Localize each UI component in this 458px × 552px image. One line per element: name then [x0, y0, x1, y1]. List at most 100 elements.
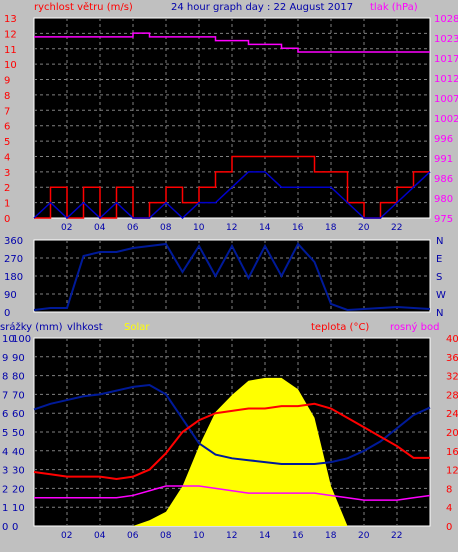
rain-tick-label: 4: [2, 447, 8, 458]
temperature-tick-label: 16: [446, 447, 458, 458]
direction-tick-label: 90: [4, 290, 17, 301]
pressure-line: [34, 32, 430, 53]
x-tick-label: 16: [292, 223, 304, 233]
rain-tick-label: 0: [2, 522, 8, 533]
x-tick-label: 08: [160, 223, 172, 233]
x-tick-label: 22: [391, 223, 402, 233]
rain-tick-label: 6: [2, 409, 8, 420]
rain-tick-label: 8: [2, 372, 8, 383]
temperature-tick-label: 36: [446, 353, 458, 364]
direction-tick-label: 270: [4, 254, 23, 265]
pressure-tick-label: 975: [434, 214, 453, 225]
direction-line: [33, 242, 431, 312]
humidity-tick-label: 80: [12, 372, 25, 383]
x-tick-label: 20: [358, 223, 370, 233]
legend-dew-point: rosný bod: [390, 321, 439, 333]
pressure-tick-label: 991: [434, 154, 453, 165]
direction-tick-label: 180: [4, 272, 23, 283]
rain-tick-label: 9: [2, 353, 8, 364]
wind-speed-tick-label: 3: [4, 168, 10, 179]
legend-humidity: vlhkost: [67, 322, 103, 333]
x-tick-label: 04: [94, 531, 106, 541]
x-tick-label: 18: [325, 223, 337, 233]
pressure-tick-label: 980: [434, 194, 453, 205]
x-tick-label: 10: [193, 223, 205, 233]
pressure-tick-label: 996: [434, 134, 453, 145]
humidity-tick-label: 0: [12, 522, 18, 533]
direction-tick-label: 360: [4, 236, 23, 247]
gust-line: [33, 171, 431, 220]
humidity-tick-label: 20: [12, 484, 25, 495]
compass-tick-label: E: [436, 254, 442, 265]
x-tick-label: 02: [61, 531, 72, 541]
x-tick-label: 20: [358, 531, 370, 541]
x-tick-label: 04: [94, 223, 106, 233]
pressure-axis-label: tlak (hPa): [370, 2, 418, 13]
wind-speed-tick-label: 7: [4, 106, 10, 117]
humidity-tick-label: 60: [12, 409, 25, 420]
humidity-tick-label: 40: [12, 447, 25, 458]
humidity-tick-label: 90: [12, 353, 25, 364]
x-tick-label: 22: [391, 531, 402, 541]
x-tick-label: 16: [292, 531, 304, 541]
rain-tick-label: 5: [2, 428, 8, 439]
wind-speed-tick-label: 12: [4, 29, 17, 40]
rain-tick-label: 10: [2, 334, 15, 345]
legend-temperature: teplota (°C): [311, 322, 369, 333]
x-tick-label: 14: [259, 223, 271, 233]
x-tick-label: 06: [127, 223, 139, 233]
pressure-tick-label: 1002: [434, 114, 458, 125]
temperature-tick-label: 20: [446, 428, 458, 439]
wind-speed-tick-label: 5: [4, 137, 10, 148]
x-tick-label: 12: [226, 531, 237, 541]
compass-tick-label: N: [436, 308, 443, 319]
x-tick-label: 12: [226, 223, 237, 233]
wind-speed-axis-label: rychlost větru (m/s): [34, 1, 133, 13]
rain-tick-label: 3: [2, 466, 8, 477]
legend-solar: Solar: [124, 322, 150, 333]
x-tick-label: 14: [259, 531, 271, 541]
x-tick-label: 18: [325, 531, 337, 541]
wind-speed-tick-label: 13: [4, 14, 17, 25]
x-tick-label: 10: [193, 531, 205, 541]
legend-rain: srážky (mm): [0, 321, 63, 333]
wind-speed-tick-label: 10: [4, 60, 17, 71]
temperature-tick-label: 40: [446, 334, 458, 345]
pressure-tick-label: 986: [434, 174, 453, 185]
wind-speed-tick-label: 9: [4, 76, 10, 87]
x-tick-label: 02: [61, 223, 72, 233]
chart-title: 24 hour graph day : 22 August 2017: [171, 2, 353, 13]
compass-tick-label: N: [436, 236, 443, 247]
direction-tick-label: 0: [4, 308, 10, 319]
humidity-line: [33, 383, 431, 465]
pressure-tick-label: 1023: [434, 34, 458, 45]
temperature-tick-label: 8: [446, 484, 452, 495]
compass-tick-label: S: [436, 272, 442, 283]
temperature-tick-label: 24: [446, 409, 458, 420]
x-tick-label: 06: [127, 531, 139, 541]
wind-speed-tick-label: 11: [4, 45, 17, 56]
temperature-tick-label: 28: [446, 390, 458, 401]
wind-speed-tick-label: 2: [4, 183, 10, 194]
solar-area: [34, 377, 430, 526]
humidity-tick-label: 50: [12, 428, 25, 439]
wind-speed-tick-label: 4: [4, 152, 10, 163]
wind-speed-tick-label: 8: [4, 91, 10, 102]
wind-speed-tick-label: 6: [4, 122, 10, 133]
compass-tick-label: W: [436, 290, 446, 301]
temperature-tick-label: 32: [446, 372, 458, 383]
pressure-tick-label: 1028: [434, 14, 458, 25]
temperature-tick-label: 0: [446, 522, 452, 533]
humidity-tick-label: 10: [12, 503, 25, 514]
pressure-tick-label: 1017: [434, 54, 458, 65]
x-tick-label: 08: [160, 531, 172, 541]
wind-pressure-panel: 0123456789101112139759809869919961002100…: [4, 14, 458, 233]
temperature-tick-label: 12: [446, 466, 458, 477]
wind-speed-tick-label: 1: [4, 199, 10, 210]
wind-speed-tick-label: 0: [4, 214, 10, 225]
humidity-tick-label: 70: [12, 390, 25, 401]
pressure-tick-label: 1012: [434, 74, 458, 85]
pressure-tick-label: 1007: [434, 94, 458, 105]
